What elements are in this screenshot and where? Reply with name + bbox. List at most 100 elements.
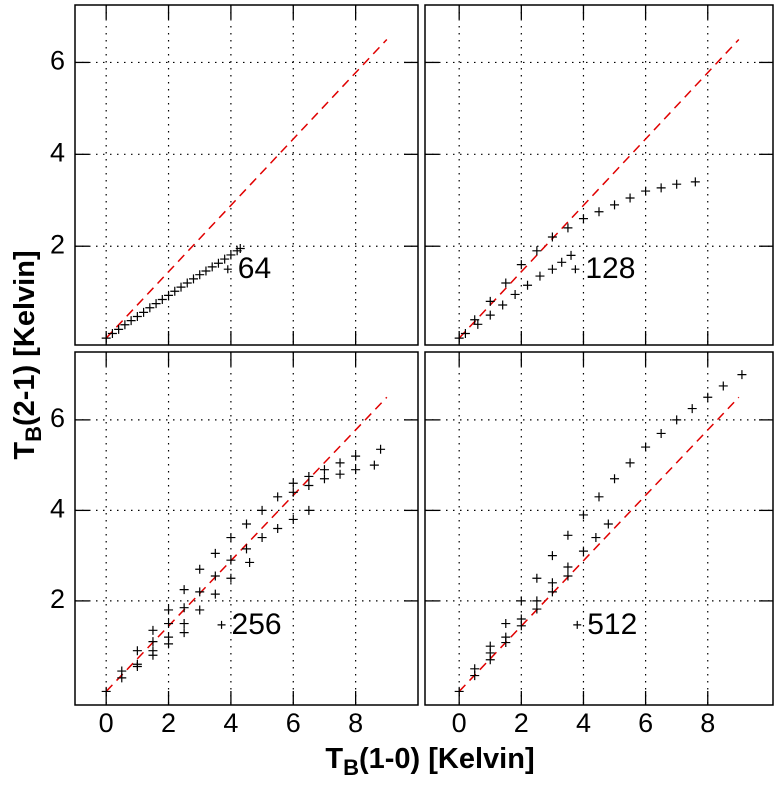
x-tick-label: 8 — [348, 708, 363, 738]
point — [220, 254, 230, 264]
point — [164, 290, 174, 300]
point — [460, 329, 470, 339]
point — [304, 471, 314, 481]
point — [288, 487, 298, 497]
point — [126, 316, 136, 326]
annotation: 64 — [238, 252, 271, 285]
y-tick-label: 2 — [50, 229, 65, 259]
point — [226, 533, 236, 543]
point — [610, 474, 620, 484]
point — [510, 289, 520, 299]
point — [516, 621, 526, 631]
point — [672, 179, 682, 189]
point — [132, 646, 142, 656]
point — [164, 639, 174, 649]
point — [120, 320, 130, 330]
point — [164, 605, 174, 615]
point — [148, 637, 158, 647]
point — [210, 589, 220, 599]
point — [117, 673, 127, 683]
x-tick-label: 2 — [514, 708, 529, 738]
point — [101, 333, 111, 343]
point — [718, 381, 728, 391]
y-label-sub: B — [21, 426, 46, 442]
point — [304, 505, 314, 515]
annotation: 256 — [232, 608, 282, 641]
point — [182, 278, 192, 288]
point — [179, 628, 189, 638]
point — [625, 458, 635, 468]
point — [145, 303, 155, 313]
annotation-marker — [571, 265, 580, 274]
x-label-rest: (1-0) [Kelvin] — [359, 743, 535, 775]
point — [242, 519, 251, 529]
point — [578, 510, 588, 520]
point — [656, 428, 666, 438]
annotation-marker — [573, 620, 582, 629]
x-tick-label: 8 — [700, 708, 715, 738]
point — [195, 564, 205, 574]
point — [257, 533, 267, 543]
point — [672, 415, 682, 425]
point — [610, 200, 620, 210]
y-label-rest: (2-1) [Kelvin] — [9, 250, 41, 426]
y-axis-label: TB(2-1) [Kelvin] — [9, 250, 46, 459]
point — [179, 603, 189, 613]
point — [257, 505, 267, 515]
point — [566, 250, 576, 260]
point — [535, 271, 545, 281]
point — [454, 686, 464, 696]
point — [501, 638, 511, 648]
point — [151, 299, 161, 309]
point — [485, 296, 495, 306]
y-tick-label: 4 — [50, 137, 65, 167]
point — [213, 258, 223, 268]
point — [547, 264, 557, 274]
point — [164, 619, 174, 629]
point — [210, 548, 220, 558]
point — [201, 266, 211, 276]
point — [195, 587, 205, 597]
point — [547, 578, 557, 588]
point — [547, 587, 557, 597]
point — [641, 442, 651, 452]
point — [335, 458, 345, 468]
point — [376, 444, 386, 454]
point — [516, 596, 526, 606]
annotation: 128 — [585, 252, 635, 285]
y-label-main: T — [9, 442, 41, 460]
point — [470, 671, 480, 681]
x-tick-label: 2 — [161, 708, 176, 738]
x-tick-label: 6 — [638, 708, 653, 738]
point — [578, 546, 588, 556]
point — [148, 625, 158, 635]
point — [304, 481, 314, 491]
point — [547, 551, 557, 561]
y-tick-label: 6 — [50, 46, 65, 76]
point — [288, 514, 298, 524]
point — [319, 474, 329, 484]
point — [273, 524, 283, 533]
point — [532, 604, 542, 614]
point — [563, 562, 573, 572]
point — [207, 262, 217, 272]
point — [485, 310, 495, 320]
point — [473, 319, 483, 329]
point — [516, 260, 526, 270]
annotation: 512 — [587, 608, 637, 641]
point — [235, 244, 245, 254]
point — [288, 478, 298, 488]
point — [114, 324, 124, 334]
x-tick-label: 0 — [452, 708, 467, 738]
point — [625, 193, 635, 203]
point — [594, 492, 604, 502]
point — [591, 533, 601, 543]
x-tick-label: 4 — [576, 708, 591, 738]
point — [603, 519, 613, 529]
point — [351, 451, 361, 461]
point — [578, 214, 588, 224]
point — [188, 274, 198, 284]
x-tick-label: 0 — [99, 708, 114, 738]
point — [501, 278, 511, 288]
point — [690, 177, 700, 187]
